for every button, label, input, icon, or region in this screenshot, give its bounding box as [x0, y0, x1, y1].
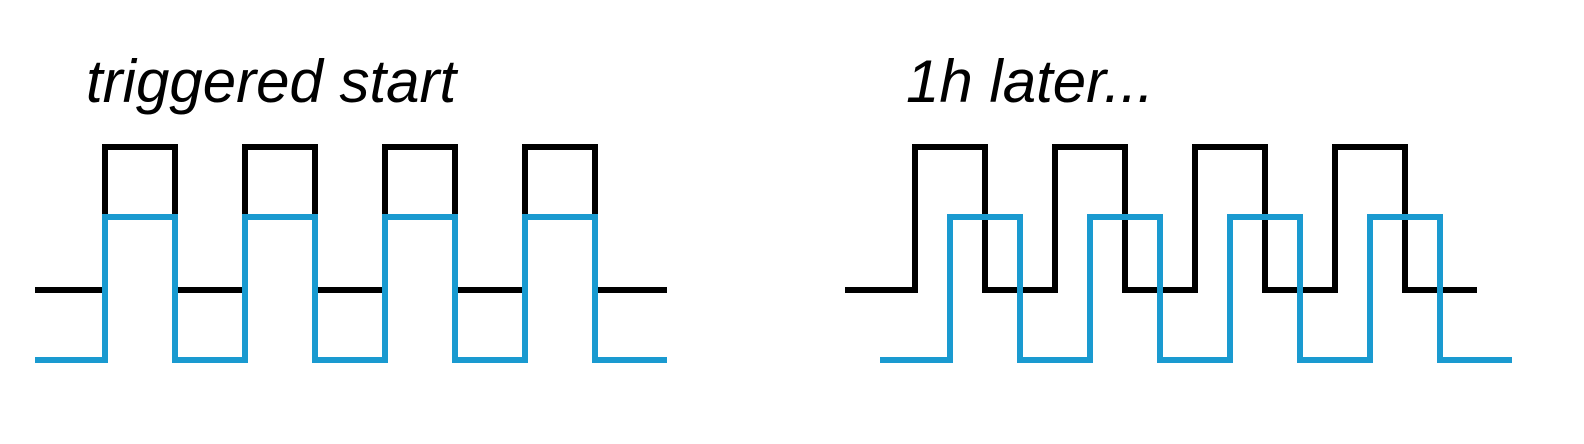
panel-right-title: 1h later...	[906, 48, 1154, 115]
panel-right	[845, 144, 1512, 363]
panel-left-title: triggered start	[86, 48, 457, 115]
panel-right-measured-wave	[880, 214, 1512, 363]
panel-left-reference-wave	[35, 144, 667, 293]
panel-left-measured-wave	[35, 214, 667, 363]
panel-left	[35, 144, 667, 363]
